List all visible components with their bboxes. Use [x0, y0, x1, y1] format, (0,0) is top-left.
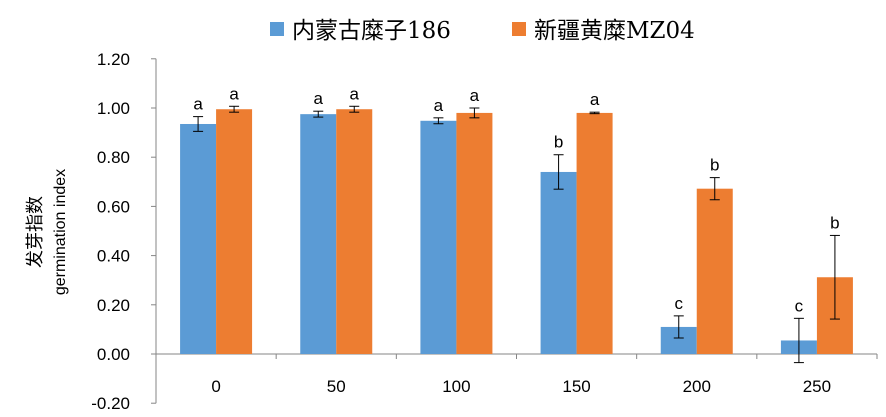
x-tick-label: 250 [803, 377, 831, 396]
legend-label-series-1: 内蒙古糜子186 [292, 18, 451, 44]
significance-letter: b [554, 133, 563, 152]
error-bars [193, 105, 840, 364]
significance-letter: a [470, 86, 480, 105]
significance-letters: a a a b c c a a a a b b [193, 84, 839, 315]
significance-letter: a [229, 84, 239, 103]
y-axis-label-chinese: 发芽指数 [25, 196, 46, 268]
bar-series-1 [420, 120, 457, 355]
y-tick-label: 0.00 [97, 345, 130, 364]
bar-series-1 [300, 114, 337, 355]
y-tick-label: -0.20 [91, 394, 130, 413]
y-tick-label: 0.20 [97, 296, 130, 315]
bar-series-2 [576, 112, 613, 354]
x-tick-label: 50 [327, 377, 346, 396]
bar-series-2 [696, 188, 733, 354]
y-tick-label: 1.00 [97, 99, 130, 118]
x-tick-label: 150 [562, 377, 590, 396]
y-tick-label: 0.80 [97, 148, 130, 167]
significance-letter: a [314, 89, 324, 108]
significance-letter: b [830, 213, 839, 232]
legend-label-series-2: 新疆黄糜MZ04 [534, 18, 695, 44]
x-tick-label: 0 [211, 377, 220, 396]
y-tick-label: 0.60 [97, 197, 130, 216]
x-tick-label: 200 [683, 377, 711, 396]
significance-letter: a [434, 96, 444, 115]
bar-series-2 [216, 109, 253, 354]
bar-series-2 [336, 109, 373, 354]
significance-letter: b [710, 156, 719, 175]
axes: -0.20 0.00 0.20 0.40 0.60 0.80 1.00 1.20 0 50 100 1… [91, 50, 878, 413]
y-axis-label-english: germination index [52, 169, 69, 295]
legend-swatch-series-2 [512, 22, 526, 36]
y-tick-label: 0.40 [97, 247, 130, 266]
x-tick-label: 100 [442, 377, 470, 396]
legend: 内蒙古糜子186 新疆黄糜MZ04 [270, 18, 695, 44]
significance-letter: a [193, 95, 203, 114]
bar-series-2 [456, 112, 493, 354]
significance-letter: c [795, 296, 804, 315]
significance-letter: c [675, 294, 684, 313]
bar-series-1 [180, 123, 217, 355]
bars [180, 109, 853, 355]
bar-series-1 [540, 171, 577, 354]
significance-letter: a [590, 90, 600, 109]
legend-swatch-series-1 [270, 22, 284, 36]
y-tick-label: 1.20 [97, 50, 130, 69]
significance-letter: a [350, 84, 360, 103]
